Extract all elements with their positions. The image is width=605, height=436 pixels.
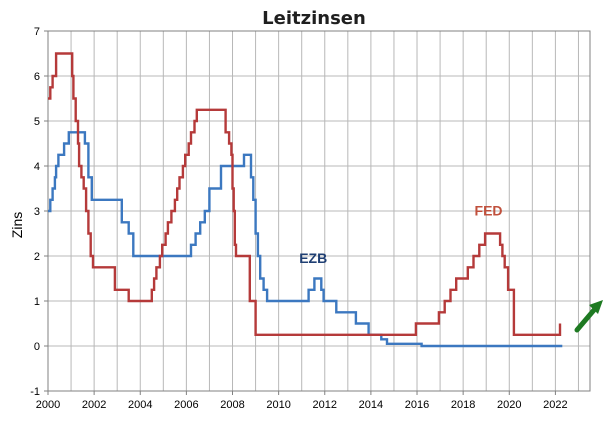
series-line-fed <box>48 52 562 336</box>
annotations: EZB FED <box>299 203 502 266</box>
x-tick-label: 2016 <box>405 399 429 411</box>
chart-title: Leitzinsen <box>262 8 366 29</box>
series <box>48 52 563 348</box>
trend-arrow <box>574 300 603 333</box>
x-axis: 2000 2002 2004 2006 2008 2010 2012 2014 2016 2018… <box>36 391 568 411</box>
y-tick-label: 7 <box>34 26 40 38</box>
arrow-shaft <box>574 307 597 333</box>
x-tick-label: 2018 <box>451 399 475 411</box>
x-tick-label: 2006 <box>174 399 198 411</box>
series-label-ezb: EZB <box>299 250 327 266</box>
x-tick-label: 2004 <box>128 399 152 411</box>
y-tick-label: 6 <box>34 71 40 83</box>
x-tick-label: 2012 <box>313 399 337 411</box>
x-tick-label: 2000 <box>36 399 60 411</box>
x-tick-label: 2014 <box>359 399 383 411</box>
arrow-head-icon <box>589 300 603 314</box>
series-line-ezb <box>48 131 563 348</box>
y-axis: -1 0 1 2 3 4 5 6 7 <box>30 26 48 398</box>
y-tick-label: 3 <box>34 206 40 218</box>
series-label-fed: FED <box>475 203 503 219</box>
x-tick-label: 2002 <box>82 399 106 411</box>
x-tick-label: 2008 <box>220 399 244 411</box>
y-tick-label: -1 <box>30 386 40 398</box>
y-tick-label: 0 <box>34 341 40 353</box>
x-tick-label: 2022 <box>543 399 567 411</box>
y-tick-label: 5 <box>34 116 40 128</box>
x-tick-label: 2010 <box>266 399 290 411</box>
y-axis-label: Zins <box>9 212 25 238</box>
y-tick-label: 1 <box>34 296 40 308</box>
y-tick-label: 2 <box>34 251 40 263</box>
x-tick-label: 2020 <box>497 399 521 411</box>
y-tick-label: 4 <box>34 161 40 173</box>
